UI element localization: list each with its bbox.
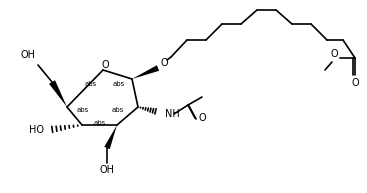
- Text: OH: OH: [21, 50, 36, 60]
- Text: O: O: [351, 78, 359, 88]
- Text: O: O: [198, 113, 206, 123]
- Polygon shape: [49, 80, 67, 107]
- Text: abs: abs: [113, 81, 125, 87]
- Text: NH: NH: [165, 109, 180, 119]
- Text: abs: abs: [112, 107, 124, 113]
- Text: O: O: [160, 58, 168, 68]
- Text: abs: abs: [85, 81, 97, 87]
- Text: O: O: [330, 49, 338, 59]
- Text: O: O: [101, 60, 109, 70]
- Text: abs: abs: [77, 107, 89, 113]
- Polygon shape: [104, 125, 117, 149]
- Text: OH: OH: [99, 165, 115, 175]
- Polygon shape: [132, 65, 159, 79]
- Text: abs: abs: [94, 120, 106, 126]
- Text: HO: HO: [29, 125, 44, 135]
